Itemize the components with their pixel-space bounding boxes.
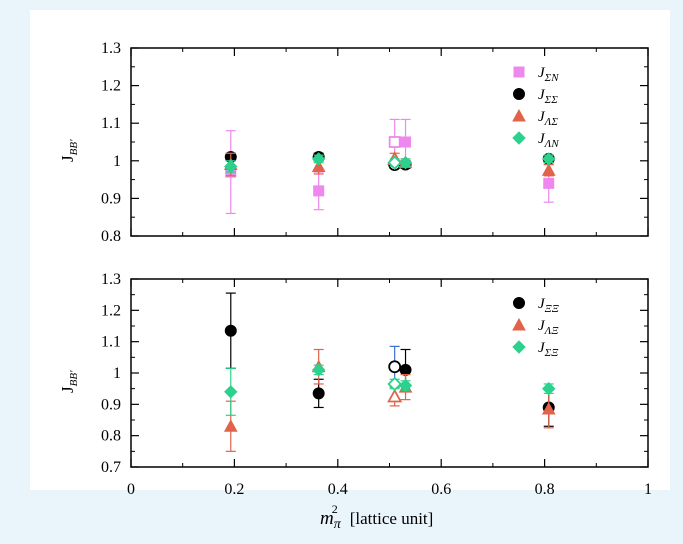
data-point (311, 363, 326, 377)
legend-marker (512, 131, 526, 145)
x-axis-title: mπ2 [lattice unit] (320, 502, 433, 532)
data-point (224, 324, 237, 337)
data-point (224, 159, 238, 174)
data-point (387, 376, 402, 392)
x-tick-label: 0.6 (431, 481, 451, 498)
data-point (312, 387, 325, 400)
data-point (313, 185, 325, 197)
y-tick-label: 1.1 (101, 334, 121, 351)
x-tick-label: 0.8 (535, 481, 555, 498)
data-point (541, 163, 556, 176)
data-point (541, 401, 556, 415)
data-point (311, 159, 326, 172)
x-tick-label: 1 (644, 481, 652, 498)
data-point (224, 385, 238, 399)
data-point (398, 155, 413, 170)
data-point (399, 363, 412, 376)
legend-label: JΛΣ (538, 109, 558, 128)
series-3 (224, 363, 556, 416)
chart-panel-2: 0.7 0.8 0.9 1 1.1 1.2 1.3 0 0.2 0.4 0.6 0.8 1 JBB' mπ2… (58, 271, 652, 532)
legend-marker (513, 88, 525, 100)
y-tick-label: 1.2 (101, 78, 121, 95)
y-tick-label: 1 (113, 153, 121, 170)
y-tick-label: 0.8 (101, 428, 121, 445)
legend-marker (512, 340, 526, 354)
data-point (311, 152, 326, 166)
legend-label: JΣN (538, 65, 559, 84)
legend-marker (513, 297, 525, 309)
legend-label: JΛΞ (538, 318, 558, 337)
y-tick-label: 0.8 (101, 228, 121, 245)
data-point (223, 419, 238, 432)
y-tick-label: 1.3 (101, 40, 121, 57)
y-axis-title: JBB' (58, 370, 80, 393)
y-tick-label: 1 (113, 365, 121, 382)
data-point (542, 152, 556, 166)
y-tick-label: 1.2 (101, 302, 121, 319)
data-point (398, 378, 413, 393)
series-4 (224, 152, 556, 174)
legend-label: JΣΞ (538, 340, 558, 359)
y-tick-label: 1.1 (101, 115, 121, 132)
legend-label: JΛN (538, 131, 559, 150)
chart-panel-1: 0.8 0.9 1 1.1 1.2 1.3 JBB' JΣN JΣΣ JΛΣ JΛN (58, 40, 649, 245)
legend: JΣN JΣΣ JΛΣ JΛN (512, 65, 559, 150)
y-tick-label: 0.7 (101, 459, 121, 476)
legend-label: JΞΞ (538, 296, 559, 315)
y-tick-label: 0.9 (101, 190, 121, 207)
y-tick-label: 1.3 (101, 271, 121, 288)
x-tick-label: 0 (127, 481, 135, 498)
legend-marker (512, 108, 526, 122)
legend-marker (512, 317, 526, 331)
legend-label: JΣΣ (538, 87, 558, 106)
legend-marker (513, 66, 525, 78)
data-point (542, 381, 556, 396)
y-axis-title: JBB' (58, 139, 80, 162)
legend: JΞΞ JΛΞ JΣΞ (512, 296, 559, 359)
x-tick-label: 0.4 (328, 481, 348, 498)
x-tick-label: 0.2 (224, 481, 244, 498)
data-point (388, 360, 402, 374)
figure-canvas (30, 10, 670, 490)
y-tick-label: 0.9 (101, 396, 121, 413)
data-point (543, 177, 555, 189)
data-point (387, 388, 403, 403)
data-point (387, 155, 402, 170)
data-point (388, 136, 401, 148)
data-point (400, 136, 412, 148)
